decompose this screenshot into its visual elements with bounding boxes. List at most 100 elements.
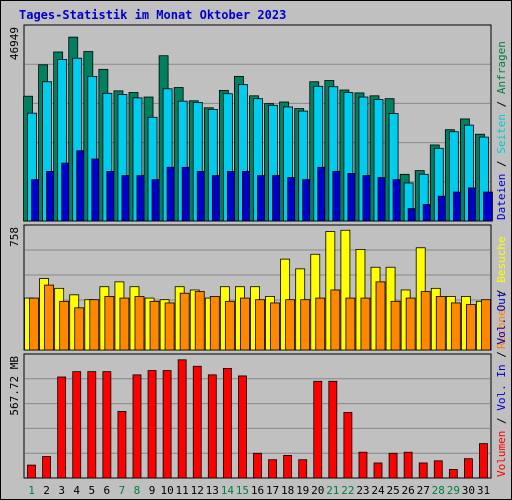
bar-bottom-volumen-day-15 [238,375,247,479]
bar-bottom-volumen-day-6 [102,371,112,479]
x-tick-label-day-9: 9 [149,484,156,497]
x-tick-label-day-8: 8 [134,484,141,497]
legend-entry: Besuche [495,236,508,282]
legend-entry: / [495,94,508,114]
legend-entry: Seiten [495,114,508,154]
panel-bottom-legend: Volumen / Vol. In / Vol. Out [495,292,508,477]
panel-middle-legend: Rechner / Besuche [495,236,508,349]
legend-entry: / [495,411,508,431]
x-tick-label-day-23: 23 [356,484,369,497]
bar-bottom-volumen-day-14 [222,368,232,479]
panel-middle-ymax-label: 758 [8,227,21,247]
bar-middle-rechner-day-6 [104,296,115,351]
x-tick-label-day-3: 3 [58,484,65,497]
legend-entry: / [495,345,508,365]
bar-middle-rechner-day-7 [119,297,130,351]
legend-entry: Dateien [495,174,508,220]
x-tick-label-day-12: 12 [191,484,204,497]
x-tick-label-day-2: 2 [43,484,50,497]
bar-middle-rechner-day-29 [450,302,461,351]
legend-entry: Vol. Out [495,292,508,345]
x-tick-label-day-31: 31 [477,484,490,497]
bar-bottom-volumen-day-4 [72,371,82,479]
bar-bottom-volumen-day-18 [283,455,293,479]
bar-middle-rechner-day-27 [420,291,431,351]
bar-middle-rechner-day-19 [300,299,311,351]
bar-bottom-volumen-day-2 [42,456,51,479]
x-tick-label-day-27: 27 [417,484,430,497]
x-tick-label-day-10: 10 [160,484,173,497]
x-tick-label-day-25: 25 [386,484,399,497]
legend-entry: Anfragen [495,41,508,94]
x-tick-label-day-29: 29 [447,484,460,497]
bar-middle-rechner-day-18 [285,299,296,351]
bar-bottom-volumen-day-11 [177,359,187,479]
bar-middle-rechner-day-4 [74,307,85,351]
bar-middle-rechner-day-5 [89,299,100,351]
bar-bottom-volumen-day-5 [87,371,97,479]
bar-bottom-volumen-day-12 [192,365,202,479]
bar-middle-rechner-day-2 [44,284,54,351]
legend-entry: / [495,283,508,303]
bar-middle-rechner-day-3 [59,300,70,351]
bar-bottom-volumen-day-10 [162,370,172,479]
bar-middle-rechner-day-16 [255,299,265,351]
bar-middle-rechner-day-21 [330,289,341,351]
bar-middle-rechner-day-13 [209,296,220,351]
bar-bottom-volumen-day-23 [358,451,368,479]
bar-middle-rechner-day-14 [224,300,235,351]
bar-bottom-volumen-day-8 [132,374,142,479]
bar-bottom-volumen-day-1 [27,464,36,479]
chart-title: Tages-Statistik im Monat Oktober 2023 [19,8,287,22]
bar-bottom-volumen-day-21 [328,380,338,479]
bar-bottom-volumen-day-20 [313,380,323,479]
panel-top-ymax-label: 46949 [8,27,21,60]
legend-entry: Vol. In [495,364,508,410]
x-tick-label-day-19: 19 [296,484,309,497]
bar-bottom-volumen-day-30 [464,458,473,479]
bar-middle-rechner-day-20 [315,297,326,351]
panel-top-legend: Dateien / Seiten / Anfragen [495,41,508,220]
bar-middle-rechner-day-8 [134,296,145,351]
bar-middle-rechner-day-15 [240,297,250,351]
bar-middle-rechner-day-12 [194,291,205,351]
bar-bottom-volumen-day-22 [343,412,353,479]
bar-middle-rechner-day-30 [466,304,476,351]
legend-entry: Rechner [495,302,508,349]
x-tick-label-day-17: 17 [266,484,279,497]
bar-bottom-volumen-day-3 [57,376,67,479]
x-tick-label-day-13: 13 [206,484,219,497]
bar-bottom-volumen-day-25 [388,452,398,479]
legend-entry: Volumen [495,431,508,477]
bar-middle-rechner-day-10 [164,302,175,351]
x-tick-label-day-20: 20 [311,484,324,497]
x-tick-label-day-21: 21 [326,484,339,497]
bar-bottom-volumen-day-19 [298,459,308,479]
bar-bottom-volumen-day-28 [433,460,443,479]
bar-middle-rechner-day-17 [270,302,280,351]
bar-bottom-volumen-day-9 [147,370,157,479]
x-tick-label-day-28: 28 [432,484,445,497]
x-tick-label-day-5: 5 [88,484,95,497]
x-tick-label-day-1: 1 [28,484,35,497]
x-tick-label-day-15: 15 [236,484,249,497]
x-tick-label-day-4: 4 [73,484,80,497]
x-tick-label-day-16: 16 [251,484,264,497]
x-tick-label-day-24: 24 [371,484,385,497]
bar-middle-rechner-day-23 [360,297,371,351]
x-tick-label-day-11: 11 [176,484,189,497]
x-tick-label-day-7: 7 [119,484,126,497]
bar-middle-rechner-day-9 [149,300,160,351]
bar-bottom-volumen-day-26 [403,451,413,479]
bar-middle-rechner-day-28 [435,296,446,351]
panel-bottom-ymax-label: 567.72 MB [8,356,21,416]
bar-middle-rechner-day-25 [390,300,401,351]
bar-bottom-volumen-day-29 [448,469,458,479]
bar-middle-besuche-day-22 [340,229,351,351]
x-tick-label-day-26: 26 [402,484,415,497]
bar-middle-rechner-day-24 [375,281,386,351]
bar-bottom-volumen-day-24 [373,462,383,479]
bar-bottom-volumen-day-17 [268,459,277,479]
